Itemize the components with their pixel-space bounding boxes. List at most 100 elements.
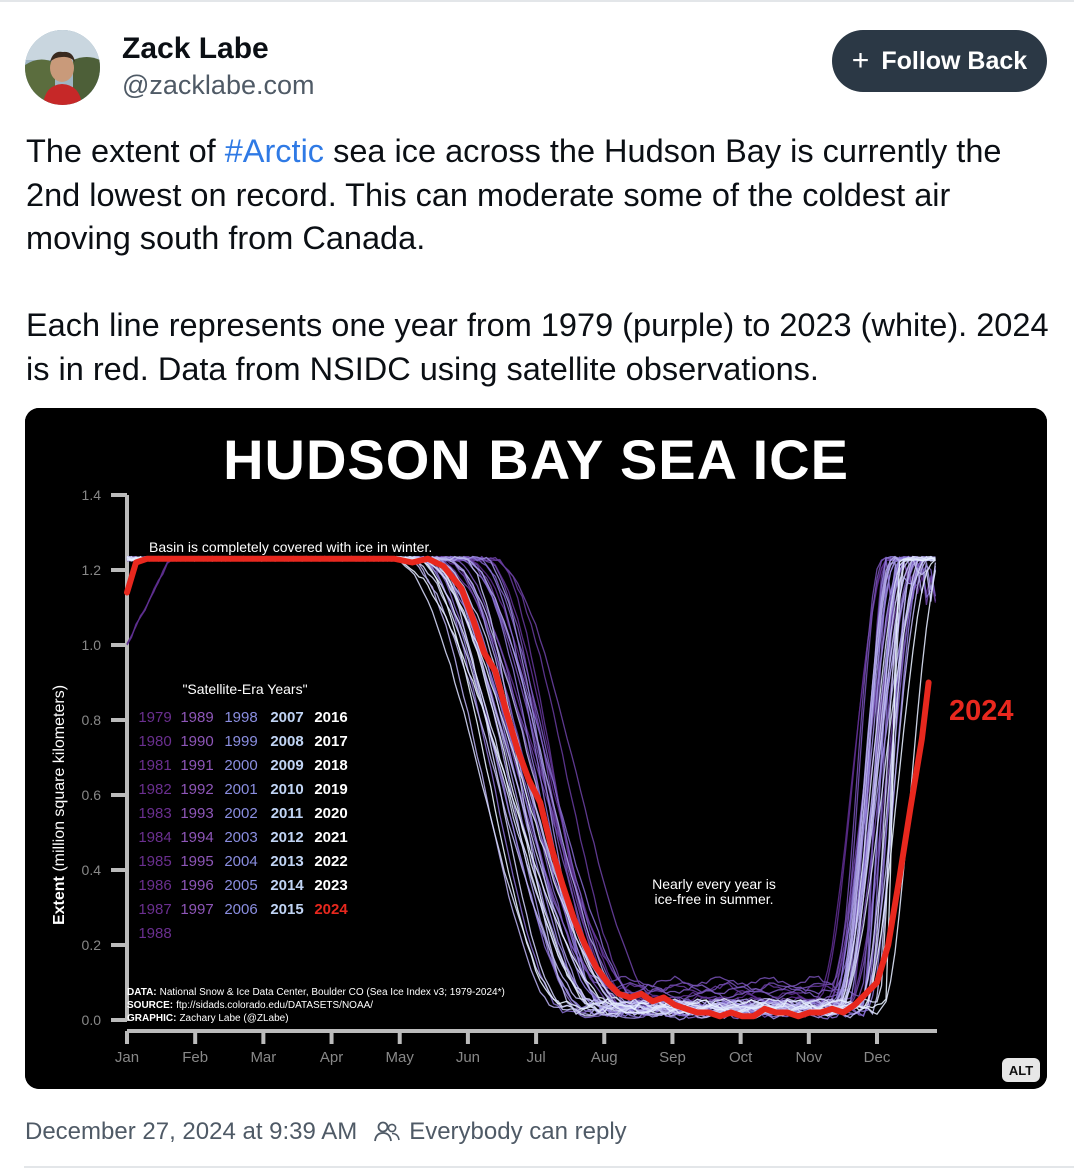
author-handle[interactable]: @zacklabe.com [122, 70, 315, 100]
legend-year: 2010 [270, 781, 303, 798]
chart-y-axis-label: Extent (million square kilometers) [51, 685, 68, 925]
legend-year: 2009 [270, 757, 303, 774]
label-2024: 2024 [949, 695, 1014, 727]
legend-year: 2004 [224, 853, 257, 870]
annotation-summer-line2: ice-free in summer. [654, 891, 773, 907]
legend-year: 2018 [314, 757, 347, 774]
post-timestamp[interactable]: December 27, 2024 at 9:39 AM [25, 1118, 358, 1145]
post-image[interactable]: HUDSON BAY SEA ICE Extent (million squar… [25, 408, 1047, 1089]
y-tick-label: 1.0 [82, 637, 102, 653]
chart-title: HUDSON BAY SEA ICE [223, 428, 849, 491]
legend-year: 1996 [180, 877, 213, 894]
legend-year: 1983 [138, 805, 171, 822]
credit-source: SOURCE: ftp://sidads.colorado.edu/DATASET… [127, 1000, 373, 1011]
legend-year: 1981 [138, 757, 171, 774]
sea-ice-chart: HUDSON BAY SEA ICE Extent (million squar… [25, 408, 1047, 1089]
x-tick-label: Oct [729, 1049, 753, 1066]
legend-year: 1999 [224, 733, 257, 750]
legend-year: 1982 [138, 781, 171, 798]
post-text-body: sea ice across the Hudson Bay is current… [26, 133, 1049, 387]
reply-setting-label: Everybody can reply [409, 1118, 627, 1145]
x-tick-label: May [386, 1049, 415, 1066]
author-display-name[interactable]: Zack Labe [122, 32, 269, 65]
credit-data: DATA: National Snow & Ice Data Center, Bo… [127, 987, 505, 998]
y-tick-label: 0.6 [82, 787, 102, 803]
y-tick-label: 0.2 [82, 937, 102, 953]
x-tick-label: Mar [250, 1049, 276, 1066]
x-axis: Jan Feb Mar Apr May Jun Jul Aug Sep Oct Nov Dec [115, 1029, 937, 1066]
legend-year: 1987 [138, 901, 171, 918]
reply-setting: Everybody can reply [373, 1118, 627, 1146]
x-tick-label: Jun [456, 1049, 480, 1066]
avatar[interactable] [25, 30, 100, 105]
legend-year: 1991 [180, 757, 213, 774]
x-tick-label: Jan [115, 1049, 139, 1066]
follow-back-button[interactable]: + Follow Back [832, 30, 1047, 92]
legend-year: 1980 [138, 733, 171, 750]
legend-year: 2022 [314, 853, 347, 870]
legend-year: 1984 [138, 829, 171, 846]
legend-year: 2008 [270, 733, 303, 750]
chart-y-axis-label-rest: (million square kilometers) [51, 685, 68, 876]
legend-year: 1985 [138, 853, 171, 870]
legend-year: 2006 [224, 901, 257, 918]
legend-year: 2017 [314, 733, 347, 750]
legend-year: 1994 [180, 829, 213, 846]
bottom-divider [24, 1166, 1074, 1168]
plus-icon: + [851, 44, 870, 77]
legend-year: 1998 [224, 709, 257, 726]
y-axis: 0.0 0.2 0.4 0.6 0.8 1.0 1.2 1.4 [82, 487, 129, 1028]
legend-year: 2001 [224, 781, 257, 798]
legend-year: 2015 [270, 901, 303, 918]
legend-year: 2016 [314, 709, 347, 726]
chart-credits: DATA: National Snow & Ice Data Center, Bo… [127, 987, 505, 1024]
legend-year: 2023 [314, 877, 347, 894]
legend-year: 2024 [314, 901, 348, 918]
y-tick-label: 0.8 [82, 712, 102, 728]
legend-year: 2000 [224, 757, 257, 774]
x-tick-label: Dec [864, 1049, 891, 1066]
x-tick-label: Aug [591, 1049, 618, 1066]
y-tick-label: 1.4 [82, 487, 102, 503]
legend-year: 2014 [270, 877, 304, 894]
legend-year: 1997 [180, 901, 213, 918]
post-meta: December 27, 2024 at 9:39 AM Everybody c… [25, 1118, 627, 1146]
y-tick-label: 1.2 [82, 562, 102, 578]
legend-year: 1988 [138, 925, 171, 942]
legend-year: 2013 [270, 853, 303, 870]
x-tick-label: Feb [182, 1049, 208, 1066]
people-icon [374, 1121, 400, 1142]
series-line-2024 [124, 555, 932, 1020]
x-tick-label: Jul [526, 1049, 545, 1066]
avatar-photo [25, 30, 100, 105]
hashtag-link[interactable]: #Arctic [224, 133, 325, 169]
annotation-summer-line1: Nearly every year is [652, 876, 776, 892]
top-divider [0, 0, 1074, 2]
post-text: The extent of #Arctic sea ice across the… [26, 130, 1056, 391]
x-tick-label: Sep [659, 1049, 686, 1066]
y-tick-label: 0.0 [82, 1012, 102, 1028]
legend-year: 1989 [180, 709, 213, 726]
post-text-intro: The extent of [26, 133, 225, 169]
legend-year: 2002 [224, 805, 257, 822]
legend-year: 2003 [224, 829, 257, 846]
legend-year: 1990 [180, 733, 213, 750]
legend-year: 2019 [314, 781, 347, 798]
alt-text-badge[interactable]: ALT [1002, 1058, 1040, 1082]
legend-year: 2005 [224, 877, 257, 894]
legend-year: 2020 [314, 805, 347, 822]
legend-year: 1992 [180, 781, 213, 798]
legend-year: 1993 [180, 805, 213, 822]
x-tick-label: Nov [795, 1049, 822, 1066]
y-tick-label: 0.4 [82, 862, 102, 878]
legend-years: 1979 1989 1998 2007 2016 1980 1990 1999 2008 2017… [138, 709, 348, 942]
legend-year: 2021 [314, 829, 347, 846]
legend-year: 2007 [270, 709, 303, 726]
legend-year: 2012 [270, 829, 303, 846]
legend-year: 1995 [180, 853, 213, 870]
follow-back-label: Follow Back [881, 46, 1028, 75]
legend-title: "Satellite-Era Years" [182, 681, 307, 697]
annotation-winter: Basin is completely covered with ice in … [149, 539, 432, 555]
credit-graphic: GRAPHIC: Zachary Labe (@ZLabe) [127, 1013, 289, 1024]
legend-year: 2011 [271, 805, 304, 822]
